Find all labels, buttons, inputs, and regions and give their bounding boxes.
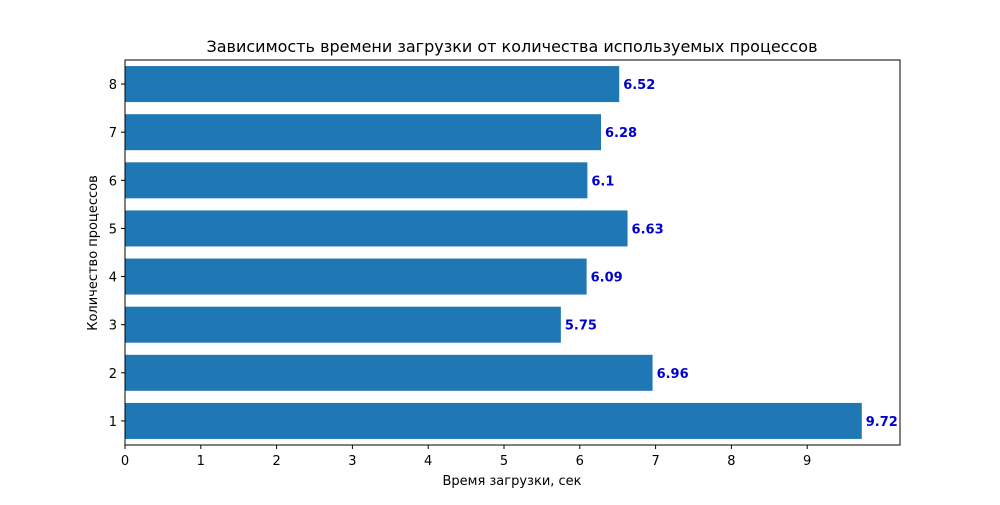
bar-8 (125, 66, 620, 103)
x-tick-label-3: 3 (348, 454, 356, 469)
x-tick-label-5: 5 (500, 454, 508, 469)
y-tick-label-4: 4 (109, 271, 117, 286)
y-tick-label-8: 8 (109, 78, 117, 93)
data-label-2: 6.96 (657, 367, 689, 382)
bars-group (125, 66, 862, 439)
x-tick-label-9: 9 (803, 454, 811, 469)
bar-1 (125, 402, 862, 439)
chart-title: Зависимость времени загрузки от количест… (206, 37, 817, 56)
bar-7 (125, 114, 602, 151)
x-axis-ticks: 0 1 2 3 4 5 6 7 8 9 (121, 445, 811, 469)
data-label-5: 6.63 (632, 222, 664, 237)
data-labels-group: 9.72 6.96 5.75 6.09 6.63 6.1 6.28 6.52 (565, 78, 898, 430)
y-tick-label-3: 3 (109, 319, 117, 334)
y-axis-ticks: 1 2 3 4 5 6 7 8 (109, 78, 125, 430)
x-tick-label-2: 2 (272, 454, 280, 469)
x-tick-label-4: 4 (424, 454, 432, 469)
data-label-3: 5.75 (565, 319, 597, 334)
y-tick-label-2: 2 (109, 367, 117, 382)
data-label-8: 6.52 (623, 78, 655, 93)
bar-4 (125, 258, 587, 295)
data-label-4: 6.09 (591, 271, 623, 286)
data-label-6: 6.1 (591, 174, 614, 189)
data-label-7: 6.28 (605, 126, 637, 141)
x-tick-label-1: 1 (197, 454, 205, 469)
bar-2 (125, 354, 653, 391)
x-tick-label-0: 0 (121, 454, 129, 469)
bar-6 (125, 162, 588, 199)
y-tick-label-1: 1 (109, 415, 117, 430)
x-tick-label-7: 7 (651, 454, 659, 469)
x-axis-label: Время загрузки, сек (442, 474, 581, 489)
y-tick-label-7: 7 (109, 126, 117, 141)
y-axis-label: Количество процессов (86, 175, 101, 331)
bar-5 (125, 210, 628, 247)
y-tick-label-5: 5 (109, 222, 117, 237)
bar-3 (125, 306, 561, 343)
data-label-1: 9.72 (866, 415, 898, 430)
y-tick-label-6: 6 (109, 174, 117, 189)
x-tick-label-8: 8 (727, 454, 735, 469)
plot-frame (124, 59, 901, 446)
x-tick-label-6: 6 (576, 454, 584, 469)
